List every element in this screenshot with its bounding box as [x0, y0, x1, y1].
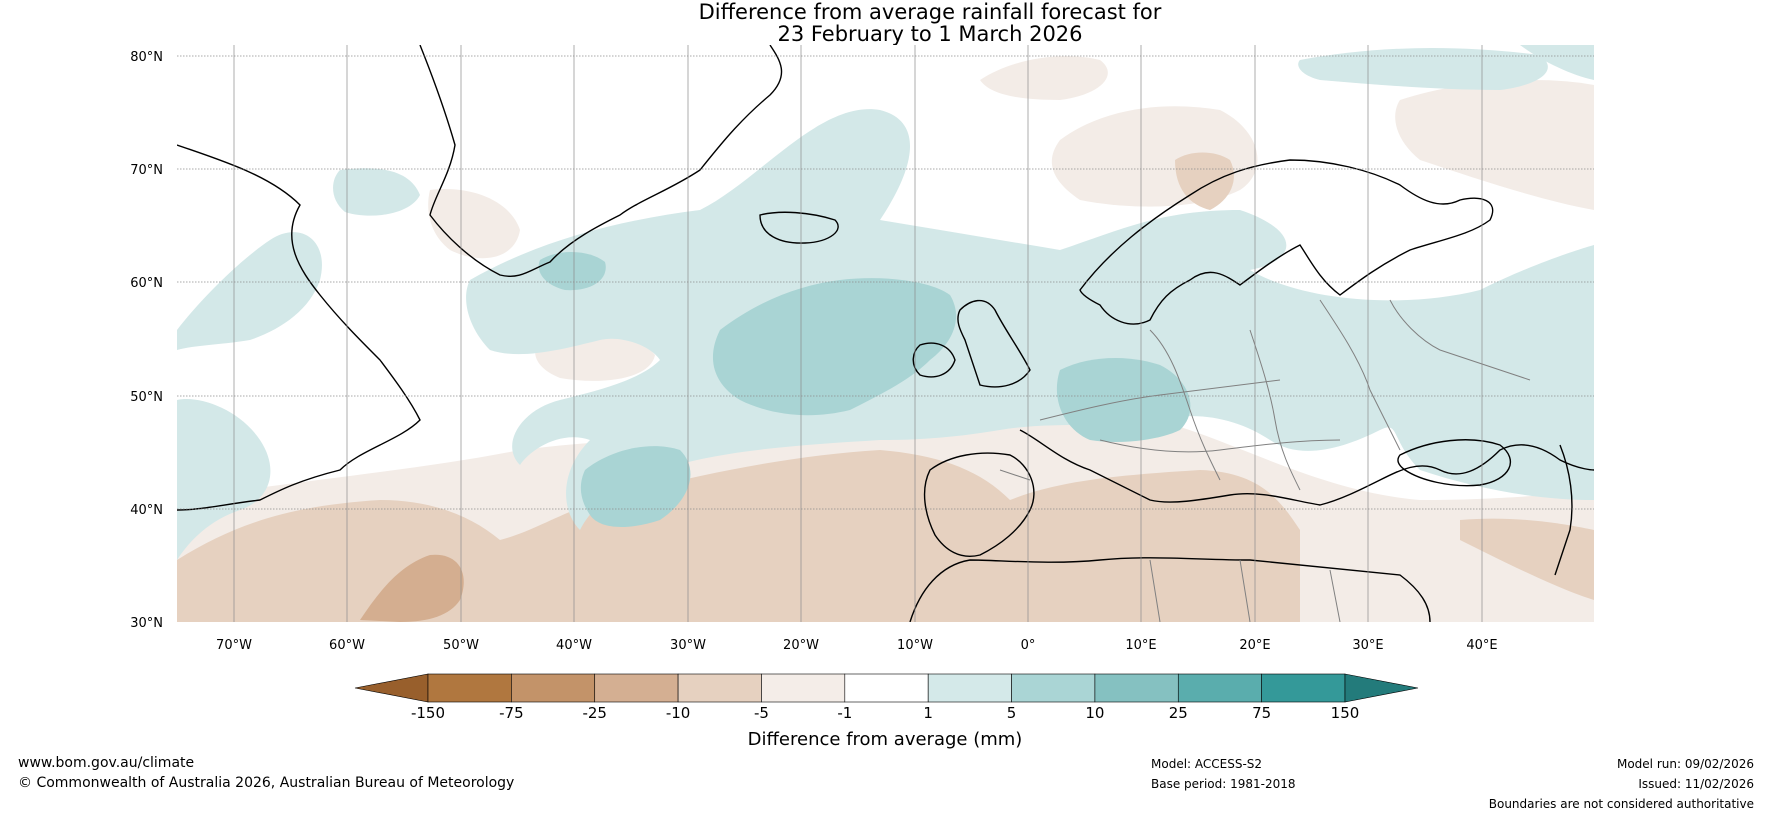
colorbar-tick-label: -1: [837, 704, 852, 722]
map-title-line-2: 23 February to 1 March 2026: [777, 22, 1083, 46]
colorbar-tick-label: -75: [499, 704, 524, 722]
coast-british-isles: [912, 299, 1031, 388]
dry-region-barents: [1395, 80, 1594, 210]
colorbar-tick-label: -150: [411, 704, 445, 722]
border-4: [1319, 299, 1401, 451]
lon-label-20w: 20°W: [783, 638, 819, 653]
colorbar-tick-label: 1: [923, 704, 933, 722]
map-area: [177, 45, 1594, 622]
border-3: [1249, 329, 1301, 491]
coast-scandinavia: [1079, 159, 1494, 325]
footer-issued: Issued: 11/02/2026: [1638, 777, 1754, 791]
wet-region-northeast-arctic: [1520, 45, 1594, 80]
strong-wet-region-midatlantic: [580, 446, 691, 527]
colorbar-segment: [761, 673, 846, 703]
wet-region-arctic: [1298, 48, 1548, 90]
footer-copyright: © Commonwealth of Australia 2026, Austra…: [18, 775, 515, 791]
border-8: [1149, 559, 1341, 622]
lon-label-40e: 40°E: [1466, 638, 1497, 653]
lon-label-10e: 10°E: [1125, 638, 1156, 653]
lon-label-10w: 10°W: [897, 638, 933, 653]
strong-wet-region-uk: [712, 278, 957, 416]
colorbar-segment: [677, 673, 762, 703]
colorbar-extension-high: [1344, 673, 1419, 703]
strong-wet-region-central-europe: [1056, 358, 1191, 442]
lat-label-70n: 70°N: [130, 163, 163, 178]
longitude-labels: 70°W 60°W 50°W 40°W 30°W 20°W 10°W 0° 10…: [216, 638, 1498, 653]
footer-disclaimer: Boundaries are not considered authoritat…: [1488, 797, 1754, 811]
colorbar-tick-label: 10: [1085, 704, 1104, 722]
colorbar-segment: [594, 673, 679, 703]
strong-wet-region-irminger: [538, 251, 606, 291]
wet-region-greenland-sw: [333, 168, 420, 216]
lat-label-40n: 40°N: [130, 503, 163, 518]
colorbar-tick-label: 5: [1007, 704, 1017, 722]
wet-region-newfoundland: [177, 399, 271, 560]
colorbar-segment: [1177, 673, 1262, 703]
colorbar-tick-label: -25: [582, 704, 607, 722]
colorbar-segment: [511, 673, 596, 703]
lon-label-60w: 60°W: [329, 638, 365, 653]
border-2: [1149, 329, 1221, 481]
border-7: [999, 469, 1031, 481]
colorbar-segment: [1011, 673, 1096, 703]
colorbar-segment: [1261, 673, 1346, 703]
coast-iberia: [923, 452, 1035, 557]
lon-label-20e: 20°E: [1239, 638, 1270, 653]
footer-model-run: Model run: 09/02/2026: [1616, 757, 1754, 771]
wet-region-north-atlantic: [466, 109, 1594, 530]
colorbar: -150 -75 -25 -10 -5 -1 1 5 10 25 75 150: [354, 673, 1419, 722]
coast-greenland: [419, 45, 783, 277]
colorbar-tick-label: -10: [666, 704, 691, 722]
footer-base-period: Base period: 1981-2018: [1151, 777, 1296, 791]
colorbar-tick-label: -5: [754, 704, 769, 722]
lon-label-70w: 70°W: [216, 638, 252, 653]
lon-label-50w: 50°W: [443, 638, 479, 653]
wet-region-west: [177, 232, 322, 350]
latitude-labels: 30°N 40°N 50°N 60°N 70°N 80°N: [130, 50, 163, 631]
longitude-gridlines: [233, 45, 1483, 622]
lat-label-80n: 80°N: [130, 50, 163, 65]
footer-website[interactable]: www.bom.gov.au/climate: [18, 755, 195, 771]
dry-region-east: [1460, 518, 1594, 600]
coast-iberia-mediterranean: [1019, 429, 1594, 506]
border-5: [1099, 439, 1341, 453]
latitude-gridlines: [177, 55, 1594, 510]
lon-label-30w: 30°W: [670, 638, 706, 653]
border-1: [1039, 379, 1281, 421]
dry-region-strong-sw: [360, 554, 464, 622]
colorbar-segment: [927, 673, 1012, 703]
coast-black-sea: [1397, 439, 1512, 487]
lon-label-30e: 30°E: [1352, 638, 1383, 653]
lat-label-50n: 50°N: [130, 390, 163, 405]
colorbar-segment: [1094, 673, 1179, 703]
colorbar-tick-label: 25: [1169, 704, 1188, 722]
coast-north-america: [177, 144, 421, 511]
map-title-line-1: Difference from average rainfall forecas…: [698, 0, 1162, 24]
border-6: [1389, 299, 1531, 381]
footer-model: Model: ACCESS-S2: [1151, 757, 1263, 771]
lat-label-30n: 30°N: [130, 616, 163, 631]
coast-africa: [909, 557, 1431, 622]
coastlines: [177, 45, 1594, 622]
colorbar-segment: [427, 673, 512, 703]
colorbar-tick-label: 150: [1331, 704, 1360, 722]
dry-region-north: [980, 56, 1108, 100]
country-borders: [999, 299, 1531, 622]
colorbar-segment: [844, 673, 929, 703]
lon-label-0: 0°: [1021, 638, 1036, 653]
coast-iceland: [759, 211, 839, 244]
dry-region-labrador-sea: [428, 189, 520, 259]
colorbar-tick-label: 75: [1252, 704, 1271, 722]
lat-label-60n: 60°N: [130, 276, 163, 291]
colorbar-label: Difference from average (mm): [748, 729, 1023, 750]
coast-caspian: [1554, 444, 1573, 576]
colorbar-extension-low: [354, 673, 429, 703]
lon-label-40w: 40°W: [556, 638, 592, 653]
